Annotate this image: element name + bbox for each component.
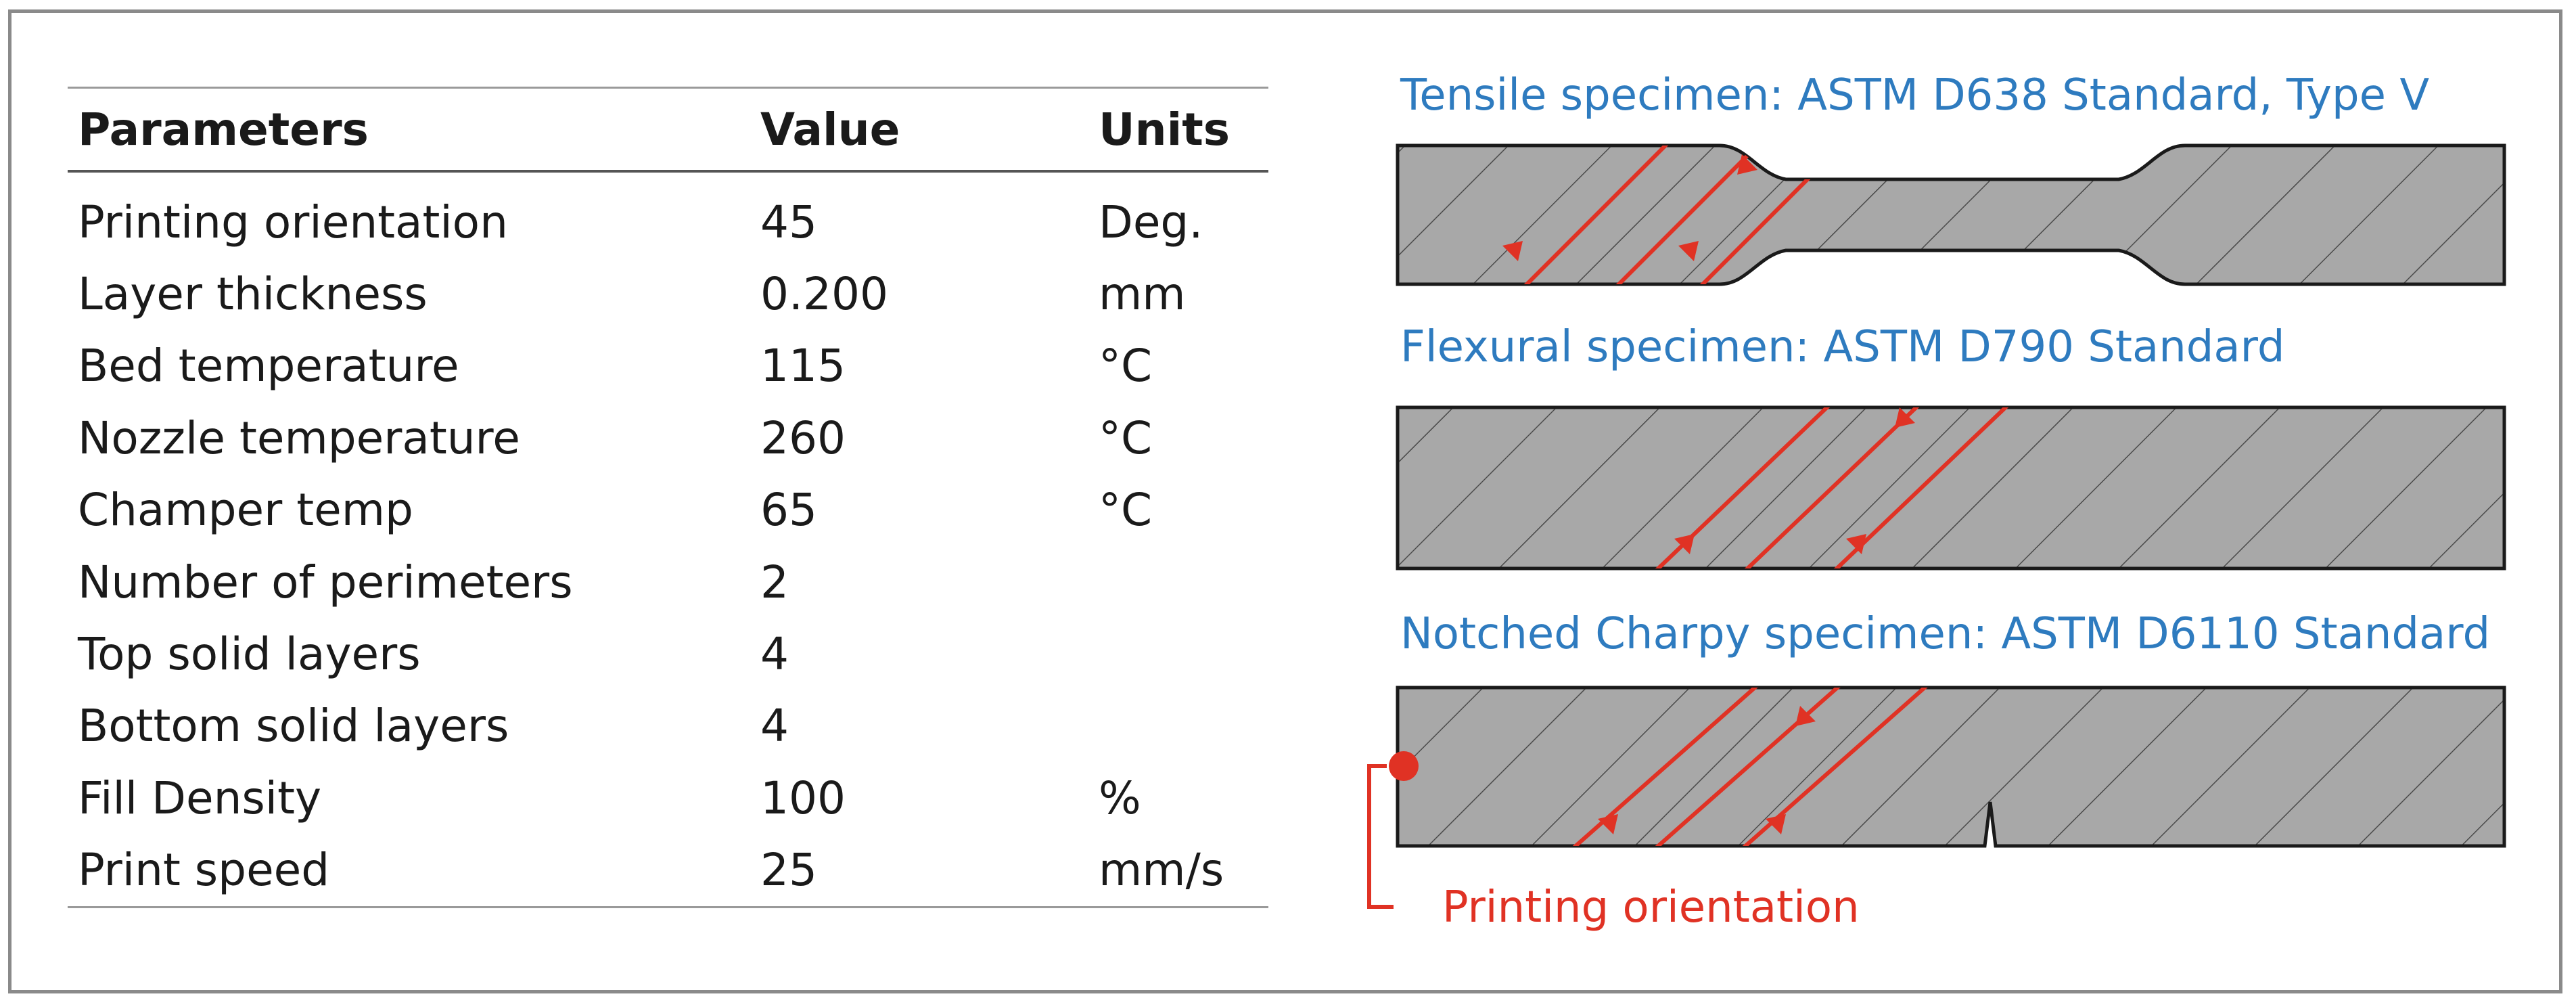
table-row: Fill Density 100 % [68,762,1268,834]
arrowhead-icon [1737,154,1757,175]
header-value: Value [760,87,1099,173]
orientation-line [1494,146,1701,284]
table-row: Nozzle temperature 260 °C [68,402,1268,474]
figure-frame [8,9,2562,993]
parameter-name: Number of perimeters [78,556,573,608]
tensile-title: Tensile specimen: ASTM D638 Standard, Ty… [1400,70,2429,120]
parameter-name: Print speed [68,834,760,908]
table-row: Top solid layers 4 [68,618,1268,690]
arrowhead-icon [1895,407,1915,428]
parameter-units: mm/s [1099,834,1268,908]
table-row: Printing orientation 45 Deg. [68,171,1268,258]
table-row: Champer temp 65 °C [68,474,1268,546]
parameter-name: Bed temperature [78,340,459,393]
parameter-units: Deg. [1099,196,1203,248]
parameter-name: Fill Density [78,771,322,824]
parameter-value: 4 [760,628,789,681]
parameter-value: 25 [760,834,1099,908]
arrowhead-icon [1766,814,1786,834]
arrowhead-icon [1795,706,1816,726]
table-row: Print speed 25 mm/s [68,834,1268,908]
table-row: Layer thickness 0.200 mm [68,258,1268,330]
orientation-line [1655,688,1843,846]
legend-bracket [1367,764,1394,909]
parameter-name: Layer thickness [78,268,428,321]
parameter-units: °C [1099,411,1153,464]
orientation-line [1744,407,1920,568]
orientation-legend: Printing orientation [1367,751,1860,933]
tensile-specimen [1396,143,2506,286]
table-row: Bed temperature 115 °C [68,330,1268,402]
legend-label: Printing orientation [1442,882,1860,933]
table-row: Bottom solid layers 4 [68,690,1268,762]
table-row: Number of perimeters 2 [68,546,1268,618]
orientation-line [1586,146,1793,284]
arrowhead-icon [1674,534,1695,554]
table-header-row: Parameters Value Units [68,87,1268,173]
arrowhead-icon [1598,814,1618,834]
header-parameters: Parameters [68,87,760,173]
origin-dot-icon [1389,751,1419,781]
parameter-value: 260 [760,411,846,464]
arrowhead-icon [1846,534,1866,554]
parameter-value: 45 [760,196,817,248]
parameter-name: Nozzle temperature [78,411,520,464]
parameter-value: 100 [760,771,846,824]
parameter-units: °C [1099,484,1153,537]
parameters-table: Parameters Value Units Printing orientat… [68,87,1268,908]
charpy-title: Notched Charpy specimen: ASTM D6110 Stan… [1400,609,2490,659]
parameter-value: 115 [760,340,846,393]
parameter-value: 0.200 [760,268,888,321]
header-units: Units [1099,87,1268,173]
parameter-name: Champer temp [78,484,413,537]
flexural-specimen [1396,405,2506,570]
charpy-specimen [1396,686,2506,848]
parameter-value: 65 [760,484,817,537]
parameter-value: 2 [760,556,789,608]
parameter-value: 4 [760,700,789,753]
parameter-units: % [1099,771,1141,824]
arrowhead-icon [1502,241,1523,261]
orientation-line [1670,146,1877,284]
arrowhead-icon [1678,241,1699,261]
parameter-units: mm [1099,268,1186,321]
flexural-title: Flexural specimen: ASTM D790 Standard [1400,322,2284,372]
parameter-name: Bottom solid layers [78,700,509,753]
parameter-name: Top solid layers [78,628,421,681]
parameter-units: °C [1099,340,1153,393]
parameter-name: Printing orientation [78,196,508,248]
